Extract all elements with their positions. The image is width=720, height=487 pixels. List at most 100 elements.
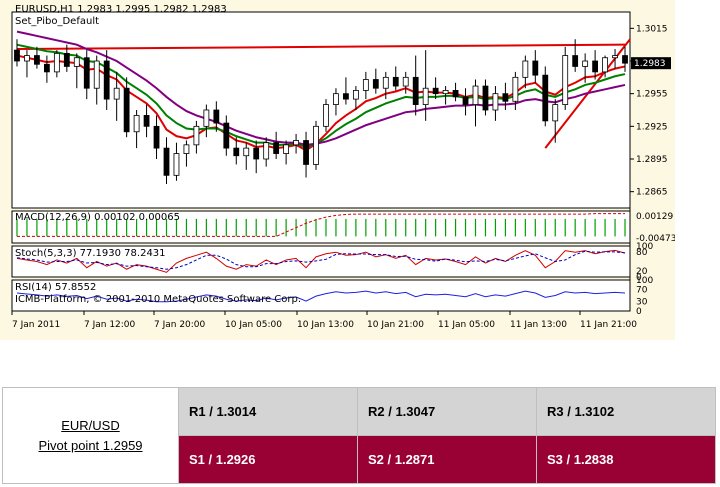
x-tick-label: 11 Jan 05:00: [438, 320, 495, 330]
x-tick-label: 10 Jan 05:00: [225, 320, 282, 330]
candle-body: [203, 109, 210, 127]
x-tick-label: 7 Jan 2011: [12, 320, 60, 330]
x-tick-label: 11 Jan 13:00: [510, 320, 567, 330]
macd-tick-label: -0.00473: [636, 234, 675, 244]
candle-body: [83, 57, 90, 89]
pair-cell: EUR/USD Pivot point 1.2959: [2, 387, 179, 484]
s1-cell: S1 / 1.2926: [178, 435, 358, 484]
rsi-line: [16, 290, 626, 303]
indicator-label: Set_Pibo_Default: [15, 16, 99, 27]
candle-body: [362, 79, 369, 91]
price-tick-label: 1.2865: [636, 188, 668, 198]
s3-cell: S3 / 1.2838: [536, 435, 716, 484]
macd-label: MACD(12,26,9) 0.00102 0.00065: [15, 212, 180, 223]
candle-body: [183, 144, 190, 154]
x-tick-label: 7 Jan 20:00: [154, 320, 206, 330]
candle-body: [482, 85, 489, 111]
price-tick-label: 1.2925: [636, 122, 668, 132]
candle-body: [143, 115, 150, 127]
x-tick-label: 10 Jan 21:00: [367, 320, 424, 330]
stoch-tick-label: 80: [636, 248, 648, 258]
candle-body: [193, 125, 200, 146]
price-tick-label: 1.2895: [636, 155, 668, 165]
candle-body: [243, 147, 250, 157]
candle-body: [592, 60, 599, 73]
candle-body: [442, 90, 449, 95]
candle-body: [392, 76, 399, 87]
candle-body: [263, 142, 270, 160]
r3-cell: R3 / 1.3102: [536, 387, 716, 436]
candle-body: [283, 144, 290, 154]
rsi-tick-label: 0: [636, 307, 642, 317]
candle-body: [103, 60, 110, 100]
panel-main: [11, 11, 631, 209]
candle-body: [602, 57, 608, 73]
pivot-table: EUR/USD Pivot point 1.2959 R1 / 1.3014 R…: [2, 387, 716, 484]
resistance-trend-line: [16, 43, 626, 51]
rsi-tick-label: 100: [636, 276, 653, 286]
candle-body: [472, 85, 479, 105]
rsi-tick-label: 70: [636, 285, 648, 295]
candle-body: [73, 57, 80, 67]
candle-body: [572, 55, 579, 67]
candle-body: [53, 52, 60, 73]
rsi-label: RSI(14) 57.8552: [15, 282, 96, 293]
stoch-tick-label: 100: [636, 242, 653, 252]
panel-macd: [11, 210, 631, 244]
chart-canvas: 1.30151.29851.29551.29251.28951.28651.29…: [11, 4, 675, 330]
macd-tick-label: 0.00129: [636, 212, 673, 222]
panel-rsi: [11, 279, 631, 312]
candle-body: [412, 76, 419, 105]
candle-body: [343, 93, 349, 100]
x-tick-label: 10 Jan 13:00: [297, 320, 354, 330]
candle-body: [323, 104, 329, 127]
x-tick-label: 11 Jan 21:00: [580, 320, 637, 330]
candle-body: [382, 76, 389, 89]
candle-body: [352, 90, 359, 100]
r1-cell: R1 / 1.3014: [178, 387, 358, 436]
watermark: ICMB-Platform, © 2001-2010 MetaQuotes So…: [15, 294, 301, 305]
candle-body: [492, 93, 499, 111]
stoch-d-line: [16, 250, 626, 270]
stoch-tick-label: 0: [636, 273, 642, 283]
candle-body: [63, 52, 70, 67]
ma_fast-line: [16, 54, 626, 152]
candle-body: [522, 60, 529, 78]
ma_slow-line: [16, 30, 626, 146]
candle-body: [233, 147, 240, 157]
candle-body: [34, 55, 40, 65]
current-price-tag: [631, 57, 671, 70]
macd-signal-line: [16, 213, 626, 237]
candle-body: [14, 49, 20, 62]
ma_mid-line: [16, 43, 626, 149]
candle-body: [333, 93, 339, 105]
candle-body: [582, 60, 589, 67]
candle-body: [213, 109, 220, 124]
candle-body: [372, 79, 379, 89]
pivot-point: Pivot point 1.2959: [38, 437, 143, 453]
candle-body: [502, 93, 509, 102]
stoch-tick-label: 20: [636, 267, 648, 277]
candle-body: [452, 90, 459, 98]
candle-body: [422, 87, 429, 105]
candle-body: [253, 147, 260, 160]
candle-body: [432, 87, 439, 95]
candle-body: [123, 87, 130, 133]
candle-body: [133, 115, 140, 133]
candle-body: [612, 55, 618, 59]
rsi-tick-label: 30: [636, 298, 648, 308]
candle-body: [462, 96, 469, 105]
s2-cell: S2 / 1.2871: [357, 435, 537, 484]
candle-body: [93, 60, 100, 89]
candle-body: [622, 55, 628, 64]
candle-body: [303, 140, 309, 165]
candle-body: [43, 63, 50, 73]
symbol-header: EURUSD,H1 1.2983 1.2995 1.2982 1.2983: [15, 4, 227, 15]
candle-body: [402, 76, 409, 87]
r2-cell: R2 / 1.3047: [357, 387, 537, 436]
price-tick-label: 1.2955: [636, 90, 668, 100]
price-chart: 1.30151.29851.29551.29251.28951.28651.29…: [0, 0, 675, 340]
candle-body: [173, 153, 180, 176]
candle-body: [293, 140, 299, 146]
candle-body: [153, 125, 160, 149]
